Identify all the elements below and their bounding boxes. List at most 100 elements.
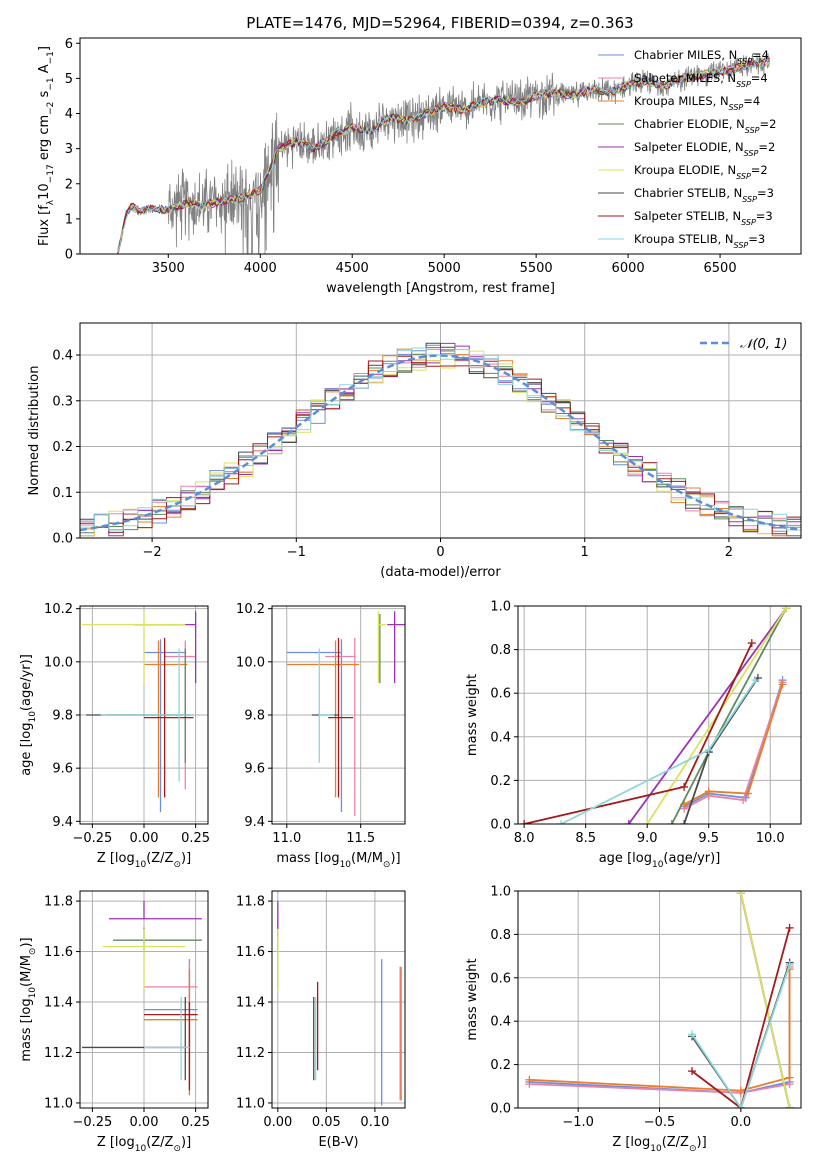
legend-label: 𝒩(0, 1) <box>740 337 787 352</box>
x-tick-label: 8.0 <box>514 831 535 846</box>
plus-marker <box>785 960 794 969</box>
legend-label: Salpeter STELIB, NSSP=3 <box>634 209 773 227</box>
y-tick-label: 4 <box>65 107 73 122</box>
x-tick-label: 0.05 <box>312 1115 341 1130</box>
y-tick-label: 0.4 <box>490 730 511 745</box>
y-tick-label: 10.2 <box>236 602 265 617</box>
residuals-frame <box>79 322 802 539</box>
y-tick-label: 11.6 <box>236 945 265 960</box>
x-tick-label: 5500 <box>520 261 553 276</box>
y-tick-label: 11.0 <box>236 1096 265 1111</box>
spectrum-ylabel: Flux [fλ10−17 erg cm−2 s−1 A−1] <box>37 46 56 246</box>
residual-histogram-step <box>80 342 801 529</box>
age-vs-mass-xlabel: mass [log10(M/M⊙)] <box>276 851 400 870</box>
mass-vs-Z-axes: −0.25 0.00 0.25 11.0 11.2 11.4 11.6 11.8 Z [log1… <box>19 891 210 1154</box>
y-tick-label: 0.2 <box>490 1058 511 1073</box>
y-tick-label: 6 <box>65 37 73 52</box>
x-tick-label: −0.25 <box>72 831 112 846</box>
spectrum-plot-area <box>117 52 770 254</box>
y-tick-label: 10.0 <box>236 655 265 670</box>
y-tick-label: 1.0 <box>490 600 511 615</box>
residual-histogram-step <box>80 349 801 537</box>
legend-label: Chabrier ELODIE, NSSP=2 <box>634 117 776 135</box>
plus-marker <box>525 1075 534 1084</box>
errorbar-point <box>377 611 386 684</box>
y-tick-label: 1.0 <box>490 885 511 900</box>
y-tick-label: 0.6 <box>490 687 511 702</box>
legend-label: Chabrier MILES, NSSP=4 <box>634 48 769 66</box>
plus-marker <box>739 796 748 805</box>
plus-marker <box>680 820 689 824</box>
y-tick-label: 11.4 <box>236 996 265 1011</box>
plus-marker <box>747 639 756 648</box>
legend-label: Salpeter ELODIE, NSSP=2 <box>634 140 775 158</box>
x-tick-label: 0.00 <box>130 1115 159 1130</box>
x-tick-label: 0.25 <box>181 1115 210 1130</box>
y-tick-label: 11.2 <box>44 1046 73 1061</box>
residuals-legend: 𝒩(0, 1) <box>700 337 787 352</box>
errorbar-point <box>286 640 360 798</box>
legend-label: Kroupa STELIB, NSSP=3 <box>634 232 765 250</box>
errorbar-point <box>144 996 190 1081</box>
x-tick-label: 9.0 <box>637 831 658 846</box>
model-spectrum-line <box>117 56 770 253</box>
x-tick-label: −0.25 <box>72 1115 112 1130</box>
legend-label: Kroupa MILES, NSSP=4 <box>634 94 760 112</box>
x-tick-label: 2 <box>725 545 733 560</box>
x-tick-label: 0.0 <box>730 1115 751 1130</box>
x-tick-label: 0.25 <box>181 831 210 846</box>
y-tick-label: 1 <box>65 212 73 227</box>
plus-marker <box>667 820 676 824</box>
plus-marker <box>785 923 794 932</box>
residuals-plot-area <box>80 342 801 537</box>
mass-vs-Z-plot-area <box>82 901 202 1096</box>
plus-marker <box>751 676 760 685</box>
plus-marker <box>624 820 633 824</box>
age-vs-Z-xlabel: Z [log10(Z/Z⊙)] <box>97 851 191 870</box>
y-tick-label: 0.8 <box>490 928 511 943</box>
x-tick-label: 1 <box>581 545 589 560</box>
errorbar-point <box>286 639 343 813</box>
errorbar-point <box>82 611 186 684</box>
y-tick-label: 0.4 <box>52 349 73 364</box>
y-tick-label: 3 <box>65 142 73 157</box>
mass-weight-line <box>683 684 784 806</box>
mass-weight-line <box>529 969 791 1092</box>
figure-title: PLATE=1476, MJD=52964, FIBERID=0394, z=0… <box>246 14 633 32</box>
mass-vs-EBV-plot-area <box>277 901 402 1106</box>
x-tick-label: 6000 <box>612 261 645 276</box>
plus-marker <box>688 1030 697 1039</box>
age-vs-Z-frame <box>79 605 209 825</box>
massweight-vs-age-xlabel: age [log10(age/yr)] <box>599 851 721 870</box>
mass-vs-Z-frame <box>79 890 209 1109</box>
spectrum-axes: 3500 4000 4500 5000 5500 6000 6500 0 1 2 3 4 5 6 wavel… <box>37 37 737 296</box>
x-tick-label: −0.5 <box>644 1115 676 1130</box>
x-tick-label: 11.5 <box>346 831 375 846</box>
y-tick-label: 9.8 <box>52 709 73 724</box>
x-tick-label: −1 <box>287 545 306 560</box>
errorbar-point <box>102 928 186 990</box>
age-vs-mass-frame <box>271 605 406 825</box>
mass-weight-line <box>691 927 791 1108</box>
massweight-vs-age-plot-area <box>520 606 791 824</box>
plus-marker <box>704 745 713 754</box>
y-tick-label: 11.8 <box>236 895 265 910</box>
x-tick-label: 3500 <box>152 261 185 276</box>
y-tick-label: 11.4 <box>44 996 73 1011</box>
y-tick-label: 0.0 <box>490 1102 511 1117</box>
errorbar-point <box>325 637 356 817</box>
y-tick-label: 11.8 <box>44 895 73 910</box>
x-tick-label: 6500 <box>704 261 737 276</box>
y-tick-label: 0.4 <box>490 1015 511 1030</box>
y-tick-label: 0.1 <box>52 486 73 501</box>
x-tick-label: 0.00 <box>130 831 159 846</box>
massweight-vs-age-ylabel: mass weight <box>465 674 480 756</box>
mass-weight-line <box>739 893 791 1108</box>
x-tick-label: −1.0 <box>562 1115 594 1130</box>
y-tick-label: 5 <box>65 72 73 87</box>
mass-vs-EBV-axes: 0.00 0.05 0.10 11.0 11.2 11.4 11.6 11.8 E(B-V) <box>236 891 405 1150</box>
plus-marker <box>736 891 745 898</box>
plus-marker <box>778 680 787 689</box>
x-tick-label: 4500 <box>336 261 369 276</box>
y-tick-label: 9.4 <box>52 815 73 830</box>
